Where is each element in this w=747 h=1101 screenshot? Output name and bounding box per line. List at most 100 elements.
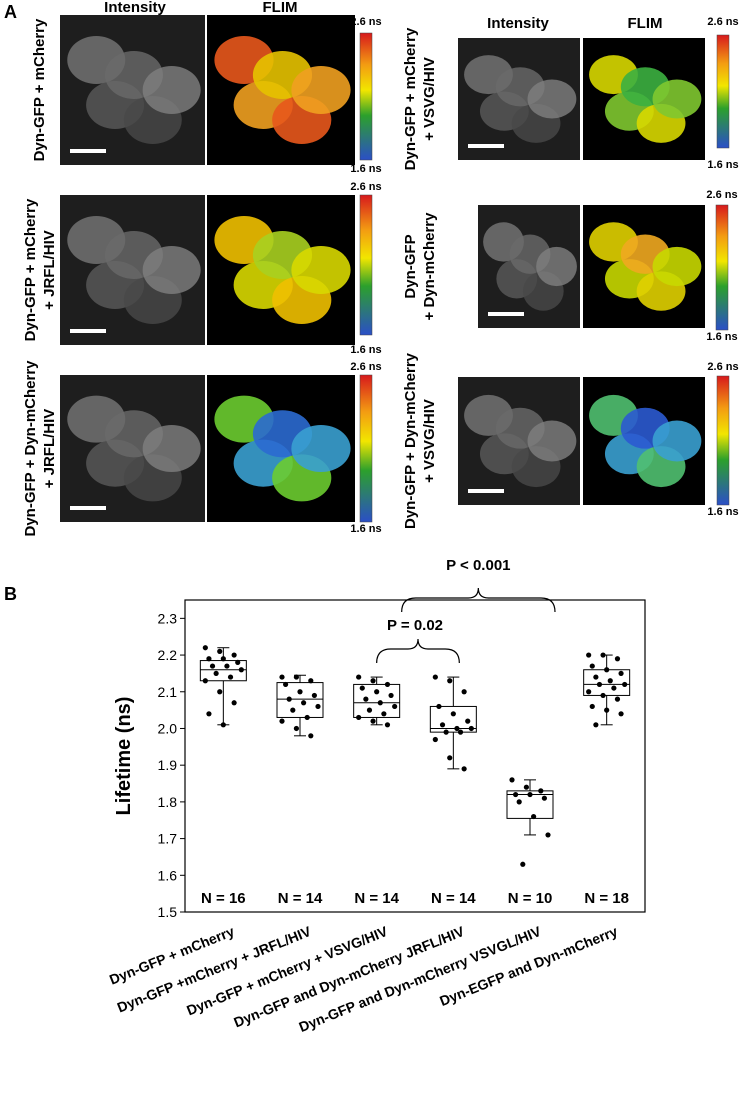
- row-label: Dyn-GFP + Dyn-mCherry: [402, 352, 419, 529]
- flim-cell: [652, 79, 702, 119]
- box-group: [353, 674, 401, 728]
- data-point: [614, 696, 621, 702]
- data-point: [293, 674, 299, 680]
- colorbar-max: 2.6 ns: [707, 16, 738, 28]
- data-point: [545, 832, 551, 838]
- data-point: [206, 711, 212, 717]
- y-tick-label: 1.6: [158, 867, 178, 883]
- colorbar-max: 2.6 ns: [350, 16, 381, 28]
- scale-bar: [70, 506, 106, 510]
- row-label: Dyn-GFP: [402, 234, 419, 298]
- data-point: [381, 711, 387, 717]
- data-point: [220, 722, 226, 728]
- data-point: [618, 670, 624, 677]
- column-header: FLIM: [628, 15, 663, 32]
- cell: [142, 246, 201, 294]
- data-point: [465, 718, 471, 724]
- data-point: [238, 667, 244, 673]
- scale-bar: [70, 149, 106, 153]
- data-point: [520, 861, 526, 867]
- scale-bar: [468, 144, 504, 148]
- n-label: N = 16: [201, 890, 246, 907]
- data-point: [586, 652, 592, 658]
- cell: [527, 79, 577, 119]
- box-group: [199, 645, 247, 728]
- annotation: P < 0.001: [446, 557, 510, 574]
- data-point: [541, 795, 548, 801]
- row-label: Dyn-GFP + mCherry: [22, 198, 39, 341]
- box-group: [583, 652, 631, 728]
- data-point: [527, 791, 533, 798]
- box: [276, 682, 324, 718]
- cell: [536, 246, 577, 287]
- row-label: Dyn-GFP + Dyn-mCherry: [22, 360, 39, 537]
- data-point: [366, 707, 373, 713]
- row-label: + VSVG/HIV: [421, 399, 438, 483]
- panel-label: B: [4, 584, 17, 604]
- n-label: N = 10: [508, 890, 553, 907]
- data-point: [370, 718, 376, 724]
- n-label: N = 18: [584, 890, 629, 907]
- data-point: [217, 648, 223, 654]
- data-point: [374, 689, 380, 695]
- data-point: [213, 670, 219, 677]
- scale-bar: [468, 489, 504, 493]
- flim-cell: [291, 246, 351, 294]
- data-point: [356, 714, 362, 721]
- column-header: Intensity: [487, 15, 549, 32]
- n-label: N = 14: [431, 890, 476, 907]
- annotation: P = 0.02: [387, 617, 443, 634]
- colorbar: [359, 32, 373, 161]
- data-point: [436, 703, 442, 710]
- colorbar-min: 1.6 ns: [707, 159, 738, 171]
- data-point: [607, 678, 613, 684]
- y-tick-label: 2.2: [158, 647, 178, 663]
- data-point: [600, 692, 606, 699]
- colorbar: [359, 194, 373, 336]
- colorbar: [359, 374, 373, 523]
- y-tick-label: 2.3: [158, 610, 178, 626]
- data-point: [370, 678, 376, 684]
- data-point: [304, 714, 310, 721]
- data-point: [206, 656, 212, 662]
- colorbar-max: 2.6 ns: [706, 189, 737, 201]
- y-tick-label: 2.0: [158, 720, 178, 736]
- data-point: [531, 813, 537, 820]
- data-point: [283, 681, 289, 688]
- image-panel: 2.6 ns 1.6 ns Dyn-GFP + Dyn-mCherry + JRFL/…: [22, 360, 382, 537]
- image-panel: 2.6 ns 1.6 ns Dyn-GFP + mCherry + VSVG/HIV: [402, 16, 739, 171]
- data-point: [457, 729, 464, 735]
- data-point: [439, 722, 446, 728]
- image-panel: 2.6 ns 1.6 ns Dyn-GFP + mCherry: [31, 15, 382, 175]
- row-label: Dyn-GFP + mCherry: [402, 27, 419, 170]
- n-label: N = 14: [354, 890, 399, 907]
- data-point: [209, 663, 216, 669]
- row-label: Dyn-GFP + mCherry: [31, 18, 48, 161]
- colorbar-min: 1.6 ns: [707, 506, 738, 518]
- flim-cell: [291, 66, 351, 114]
- scale-bar: [70, 329, 106, 333]
- data-point: [509, 777, 515, 783]
- y-tick-label: 1.5: [158, 904, 178, 920]
- data-point: [202, 678, 208, 684]
- box-group: [506, 777, 554, 867]
- data-point: [604, 707, 610, 713]
- bracket: [401, 587, 556, 613]
- data-point: [356, 674, 362, 680]
- data-point: [388, 692, 394, 699]
- data-point: [279, 718, 285, 724]
- data-point: [297, 689, 303, 695]
- data-point: [538, 788, 544, 794]
- y-axis-label: Lifetime (ns): [113, 697, 135, 816]
- flim-cell: [652, 246, 702, 287]
- colorbar: [715, 204, 729, 331]
- data-point: [513, 791, 519, 798]
- colorbar-min: 1.6 ns: [350, 163, 381, 175]
- data-point: [363, 696, 369, 702]
- colorbar-max: 2.6 ns: [707, 361, 738, 373]
- data-point: [468, 725, 474, 732]
- scale-bar: [488, 312, 524, 316]
- flim-cell: [291, 424, 351, 473]
- colorbar-min: 1.6 ns: [706, 331, 737, 343]
